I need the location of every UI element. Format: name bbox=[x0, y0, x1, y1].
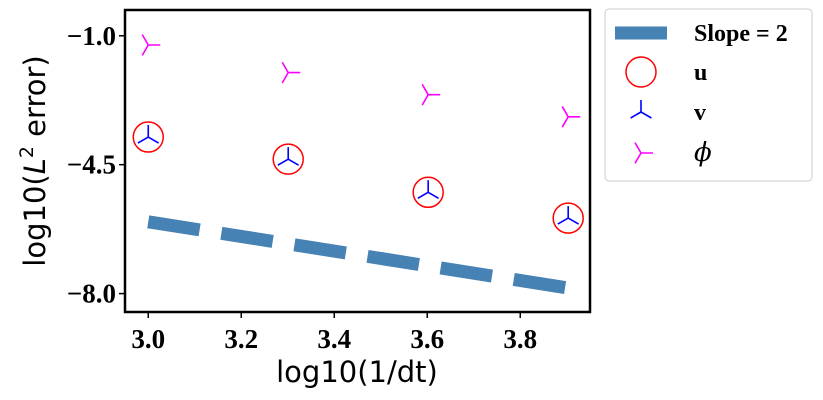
x-axis-ticks: 3.0 3.2 3.4 3.6 3.8 bbox=[131, 312, 537, 354]
x-axis-label: log10(1/dt) bbox=[276, 355, 438, 389]
series-3-point-3 bbox=[417, 180, 439, 199]
legend-entry-4: ϕ bbox=[634, 138, 712, 168]
series-2-point-3 bbox=[412, 176, 444, 209]
legend-label-1: Slope = 2 bbox=[694, 21, 788, 47]
plot-marks bbox=[132, 34, 584, 295]
y-tick-label-3: −8.0 bbox=[67, 279, 116, 309]
series-4-point-4 bbox=[561, 106, 581, 128]
legend-swatch-2 bbox=[625, 56, 657, 88]
series-2-point-2 bbox=[272, 143, 304, 175]
y-tick-label-2: −4.5 bbox=[67, 150, 116, 180]
x-tick-label-2: 3.2 bbox=[224, 324, 258, 354]
series-4 bbox=[141, 34, 581, 128]
legend: Slope = 2 uvϕ bbox=[604, 8, 813, 182]
y-axis-label-prefix: log10( bbox=[18, 174, 52, 266]
legend-entry-1: Slope = 2 bbox=[615, 21, 788, 47]
series-2 bbox=[132, 121, 584, 234]
y-axis-label-symbol: L bbox=[18, 158, 52, 174]
legend-label-4: ϕ bbox=[694, 138, 712, 168]
series-3-point-4 bbox=[557, 206, 579, 225]
legend-swatch-4 bbox=[634, 142, 653, 164]
x-tick-label-3: 3.4 bbox=[317, 324, 351, 354]
legend-label-2: u bbox=[694, 60, 707, 86]
y-axis-ticks: −1.0 −4.5 −8.0 bbox=[67, 21, 125, 309]
legend-swatch-3 bbox=[630, 100, 652, 119]
series-2-point-4 bbox=[552, 202, 584, 234]
series-4-point-2 bbox=[281, 61, 301, 84]
series-4-point-3 bbox=[421, 83, 441, 106]
series-3-point-1 bbox=[137, 125, 160, 144]
legend-label-3: v bbox=[694, 100, 706, 126]
x-tick-label-5: 3.8 bbox=[503, 324, 537, 354]
series-3-point-2 bbox=[277, 147, 300, 166]
y-axis-label: log10(L2 error) bbox=[16, 55, 52, 266]
series-4-point-1 bbox=[141, 34, 161, 56]
y-axis-label-superscript: 2 bbox=[16, 146, 38, 158]
legend-entry-2: u bbox=[625, 56, 707, 88]
legend-entry-3: v bbox=[630, 100, 706, 126]
series-3 bbox=[137, 125, 579, 225]
plot-frame bbox=[123, 8, 592, 314]
y-tick-label-1: −1.0 bbox=[67, 21, 116, 51]
legend-entries: Slope = 2 uvϕ bbox=[615, 21, 788, 168]
x-tick-label-1: 3.0 bbox=[131, 324, 165, 354]
series-2-point-1 bbox=[132, 121, 164, 153]
y-axis-label-suffix: error) bbox=[18, 55, 52, 146]
x-tick-label-4: 3.6 bbox=[410, 324, 444, 354]
legend-frame bbox=[604, 8, 813, 182]
